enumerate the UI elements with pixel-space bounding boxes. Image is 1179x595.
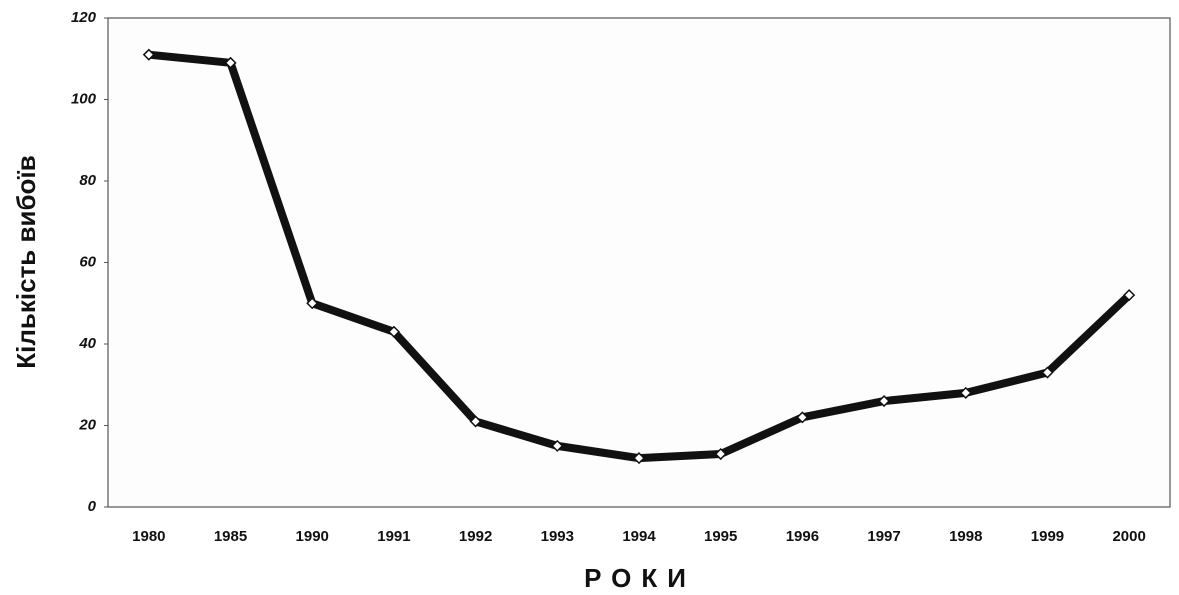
- data-point: [878, 394, 891, 408]
- x-tick-label: 2000: [1112, 528, 1145, 545]
- x-axis-label: РОКИ: [584, 563, 696, 593]
- y-tick-label: 40: [78, 335, 96, 352]
- data-point: [469, 415, 482, 428]
- y-tick-label: 120: [71, 9, 97, 26]
- y-tick-label: 20: [78, 416, 96, 433]
- data-point: [1041, 366, 1054, 379]
- data-point: [224, 56, 237, 69]
- x-tick-label: 1993: [541, 528, 574, 545]
- y-axis-label: Кількість вибоїв: [11, 155, 41, 368]
- x-tick-label: 1985: [214, 528, 247, 545]
- x-tick-label: 1996: [786, 528, 819, 545]
- x-tick-label: 1980: [132, 528, 165, 545]
- data-point: [551, 439, 564, 452]
- data-point: [387, 325, 400, 338]
- data-point: [1123, 289, 1136, 302]
- x-tick-label: 1990: [296, 528, 329, 545]
- x-tick-label: 1994: [622, 528, 656, 545]
- data-point: [959, 386, 972, 399]
- x-tick-label: 1999: [1031, 528, 1064, 545]
- x-tick-label: 1995: [704, 528, 737, 545]
- data-point: [796, 411, 809, 424]
- y-tick-label: 80: [79, 172, 96, 189]
- y-tick-label: 60: [79, 253, 96, 270]
- data-point: [306, 297, 319, 310]
- x-tick-label: 1991: [377, 528, 410, 545]
- x-tick-label: 1997: [867, 528, 900, 545]
- y-tick-label: 100: [71, 90, 97, 107]
- data-point: [632, 452, 646, 465]
- data-point: [714, 447, 727, 461]
- x-tick-label: 1998: [949, 528, 982, 545]
- data-point: [142, 48, 155, 61]
- x-tick-label: 1992: [459, 528, 492, 545]
- y-tick-label: 0: [88, 498, 97, 515]
- plot-frame: [107, 17, 1171, 508]
